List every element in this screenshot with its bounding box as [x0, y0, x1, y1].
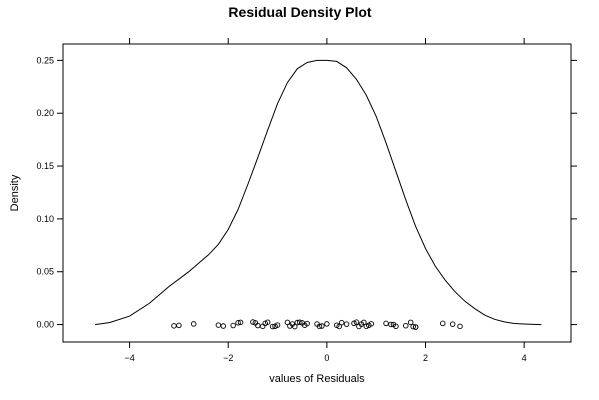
- rug-point: [368, 321, 375, 327]
- x-tick-label: −2: [223, 353, 233, 363]
- rug-point: [171, 323, 177, 329]
- x-tick-label: 4: [522, 353, 527, 363]
- rug-point: [361, 319, 367, 326]
- rug-point: [403, 322, 409, 329]
- rug-point: [259, 323, 266, 330]
- density-curve: [95, 59, 542, 326]
- rug-point: [410, 323, 416, 330]
- rug-point: [338, 319, 345, 326]
- rug-point: [393, 323, 399, 330]
- rug-point: [383, 320, 389, 327]
- y-tick-label: 0.05: [36, 267, 54, 277]
- plot-frame: [62, 43, 572, 343]
- rug-point: [449, 321, 456, 327]
- rug-point: [176, 322, 182, 329]
- rug-points: [171, 319, 463, 330]
- rug-point: [343, 321, 350, 327]
- axis-ticks: −4 −2 0 2 4 0.00 0.05 0.10 0.15 0.20 0.25: [36, 38, 577, 363]
- rug-point: [250, 319, 256, 325]
- rug-point: [412, 324, 419, 330]
- rug-point: [230, 322, 236, 329]
- rug-point: [296, 319, 303, 325]
- rug-point: [237, 319, 244, 326]
- rug-point: [319, 323, 325, 329]
- rug-point: [255, 322, 261, 329]
- y-tick-label: 0.10: [36, 214, 54, 224]
- rug-point: [457, 323, 463, 330]
- rug-point: [220, 323, 227, 329]
- x-tick-label: 0: [324, 353, 329, 363]
- y-tick-label: 0.15: [36, 161, 54, 171]
- rug-point: [304, 320, 310, 327]
- rug-point: [316, 323, 323, 330]
- rug-point: [336, 323, 342, 330]
- rug-point: [388, 321, 394, 328]
- x-tick-label: 2: [423, 353, 428, 363]
- rug-point: [269, 323, 276, 330]
- y-tick-label: 0.20: [36, 108, 54, 118]
- y-tick-label: 0.00: [36, 320, 54, 330]
- rug-point: [190, 321, 197, 327]
- y-tick-label: 0.25: [36, 55, 54, 65]
- rug-point: [215, 322, 222, 328]
- rug-point: [363, 323, 370, 330]
- rug-point: [292, 323, 298, 330]
- x-axis-label: values of Residuals: [269, 373, 365, 385]
- rug-point: [353, 319, 360, 325]
- rug-point: [235, 320, 241, 326]
- rug-point: [440, 320, 446, 327]
- rug-point: [324, 321, 330, 327]
- rug-point: [407, 319, 414, 326]
- y-axis-label: Density: [9, 174, 21, 211]
- rug-point: [264, 319, 271, 325]
- rug-point: [274, 322, 281, 328]
- x-tick-label: −4: [124, 353, 134, 363]
- rug-point: [284, 319, 291, 326]
- chart-title: Residual Density Plot: [228, 4, 371, 20]
